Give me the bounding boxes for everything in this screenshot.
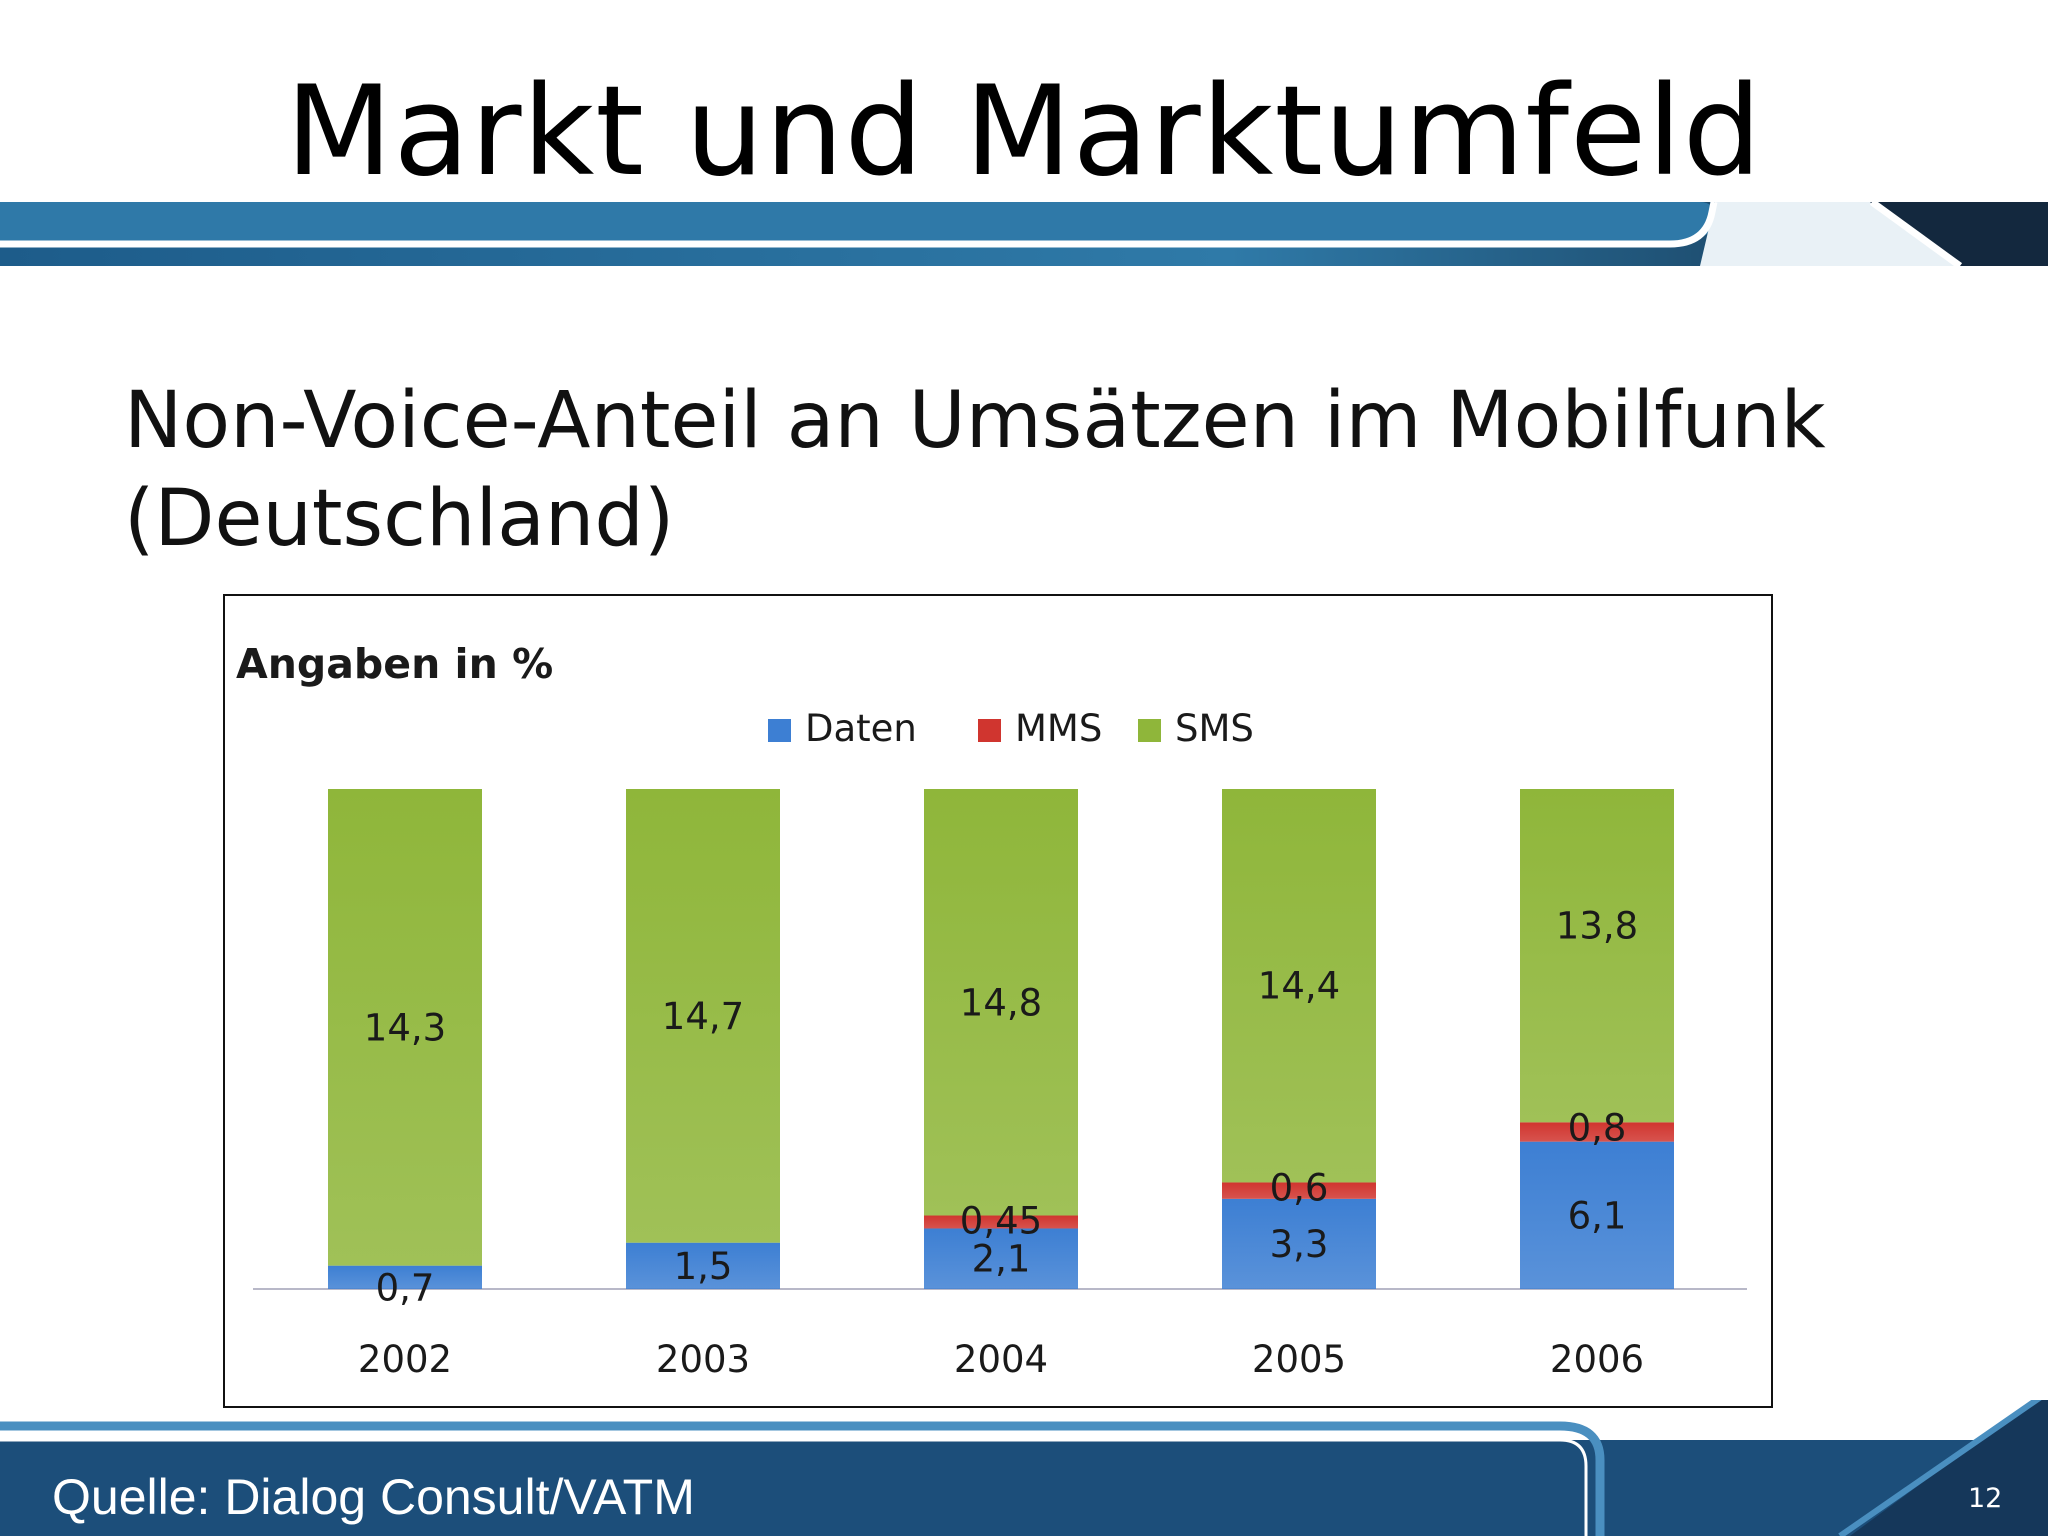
bar-daten-2004: [924, 1228, 1078, 1289]
bar-daten-2005: [1222, 1198, 1376, 1289]
source-note: Quelle: Dialog Consult/VATM: [52, 1469, 695, 1525]
bar-mms-2005: [1222, 1182, 1376, 1199]
page-number: 12: [1968, 1483, 2003, 1514]
legend-label-mms: MMS: [1015, 707, 1102, 750]
data-label-mms-2006: 0,8: [1568, 1106, 1627, 1149]
data-label-daten-2004: 2,1: [972, 1238, 1031, 1281]
data-label-sms-2004: 14,8: [960, 981, 1042, 1024]
footer-band: [0, 1400, 2048, 1536]
data-label-daten-2003: 1,5: [674, 1245, 733, 1288]
legend-label-sms: SMS: [1175, 707, 1254, 750]
slide-subtitle: Non-Voice-Anteil an Umsätzen im Mobilfun…: [124, 372, 1984, 568]
chart-title: Angaben in %: [236, 640, 554, 688]
bar-daten-2006: [1520, 1141, 1674, 1289]
data-label-daten-2005: 3,3: [1270, 1223, 1329, 1266]
data-label-mms-2005: 0,6: [1270, 1166, 1329, 1209]
data-label-daten-2002: 0,7: [376, 1266, 435, 1309]
bar-sms-2004: [924, 789, 1078, 1216]
subtitle-line-1: Non-Voice-Anteil an Umsätzen im Mobilfun…: [124, 376, 1826, 466]
legend-swatch-mms: [978, 719, 1001, 742]
slide-title: Markt und Marktumfeld: [285, 60, 1763, 204]
x-tick-label-2003: 2003: [656, 1338, 750, 1381]
stacked-bar-chart: Daten MMS SMS 0,7 14,3 2002 1,5 14,7 2003 2,10,45…: [253, 707, 1747, 1381]
bar-sms-2003: [626, 789, 780, 1243]
data-label-sms-2006: 13,8: [1556, 905, 1638, 948]
legend-swatch-sms: [1138, 719, 1161, 742]
bar-sms-2005: [1222, 789, 1376, 1183]
legend-swatch-daten: [768, 719, 791, 742]
chart-frame: Angaben in % Daten MMS SMS 0,7 14,3 2002 1,5 14…: [223, 594, 1773, 1408]
data-label-mms-2004: 0,45: [960, 1200, 1042, 1243]
x-tick-label-2004: 2004: [954, 1338, 1048, 1381]
bar-daten-2002: [328, 1265, 482, 1289]
data-label-daten-2006: 6,1: [1568, 1194, 1627, 1237]
bar-mms-2006: [1520, 1122, 1674, 1142]
subtitle-line-2: (Deutschland): [124, 474, 675, 564]
bar-sms-2006: [1520, 789, 1674, 1123]
header-band: [0, 199, 2048, 269]
data-label-sms-2005: 14,4: [1258, 965, 1340, 1008]
x-tick-label-2002: 2002: [358, 1338, 452, 1381]
data-label-sms-2002: 14,3: [364, 1006, 446, 1049]
bar-sms-2002: [328, 789, 482, 1266]
bar-mms-2004: [924, 1215, 1078, 1229]
data-label-sms-2003: 14,7: [662, 995, 744, 1038]
x-tick-label-2006: 2006: [1550, 1338, 1644, 1381]
legend-label-daten: Daten: [805, 707, 917, 750]
x-tick-label-2005: 2005: [1252, 1338, 1346, 1381]
bar-daten-2003: [626, 1242, 780, 1289]
